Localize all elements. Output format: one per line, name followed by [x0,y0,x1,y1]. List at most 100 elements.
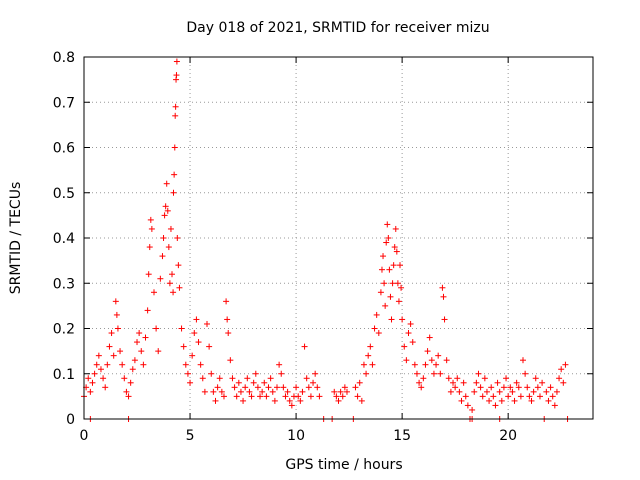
data-point [197,361,204,368]
data-point [212,397,219,404]
data-point [422,361,429,368]
data-point [522,370,529,377]
data-point [454,375,461,382]
data-point [483,388,490,395]
data-point [254,384,261,391]
data-point [369,361,376,368]
data-point [173,72,180,79]
data-point [273,384,280,391]
data-point [85,375,92,382]
data-point [354,393,361,400]
data-point [500,384,507,391]
data-point [471,388,478,395]
data-point [187,379,194,386]
x-tick-label: 15 [393,428,411,444]
data-point [418,384,425,391]
data-point [248,393,255,400]
data-point [333,393,340,400]
data-point [407,320,414,327]
x-tick-label: 20 [499,428,517,444]
data-point [556,375,563,382]
data-point [263,393,270,400]
data-point [365,352,372,359]
data-point [167,225,174,232]
data-point [398,284,405,291]
data-point [335,397,342,404]
data-point [382,302,389,309]
data-point [119,361,126,368]
data-point [153,325,160,332]
data-point [261,379,268,386]
data-point [397,262,404,269]
data-point [401,343,408,350]
data-point [383,239,390,246]
data-point [534,384,541,391]
chart-title: Day 018 of 2021, SRMTID for receiver miz… [186,20,489,36]
data-point [343,388,350,395]
data-point [377,289,384,296]
data-point [174,235,181,241]
data-point [337,388,344,395]
data-point [224,316,231,323]
data-point [182,361,189,368]
data-point [371,325,378,332]
data-point [394,280,401,287]
data-point [166,280,173,287]
data-point [216,375,223,382]
data-point [172,112,179,119]
x-axis-label: GPS time / hours [285,457,402,473]
data-point [479,393,486,400]
data-point [278,370,285,377]
data-point [242,384,249,391]
data-point [473,379,480,386]
data-point [539,379,546,386]
data-point [146,244,153,251]
data-point [172,103,179,110]
data-point [171,171,178,178]
data-point [460,379,467,386]
data-point [469,406,476,413]
data-point [127,379,134,386]
data-point [409,339,416,346]
data-point [237,388,244,395]
data-point [113,311,120,318]
data-point [195,339,202,346]
axis-ticks: 0 5 10 15 20 0 0.1 0.2 0.3 0.4 0.5 0.6 0.7 0.8 [53,50,593,444]
data-point [191,330,198,337]
data-point [511,397,518,404]
data-point [208,370,215,377]
data-point [114,325,121,332]
data-point [553,388,560,395]
y-tick-label: 0.2 [53,322,75,338]
data-point [384,221,391,228]
data-point [439,284,446,291]
data-point [164,207,171,214]
data-point [271,397,278,404]
data-point [142,334,149,341]
y-axis-label: SRMTID / TECUs [8,182,24,295]
data-point [214,384,221,391]
data-point [547,384,554,391]
data-point [150,289,157,296]
data-point [428,357,435,364]
data-point [481,375,488,382]
data-point [477,384,484,391]
data-point [129,366,136,373]
data-point [390,262,397,269]
data-point [184,370,191,377]
data-point [176,284,183,291]
data-point [148,225,155,232]
data-point [456,388,463,395]
data-point [530,388,537,395]
data-point [108,330,115,337]
data-point [134,339,141,346]
data-point [102,384,109,391]
data-point [206,343,213,350]
data-point [227,357,234,364]
data-point [112,298,119,305]
data-point [551,402,558,409]
data-point [231,384,238,391]
data-point [331,388,338,395]
data-point [381,280,388,287]
data-point [235,379,242,386]
